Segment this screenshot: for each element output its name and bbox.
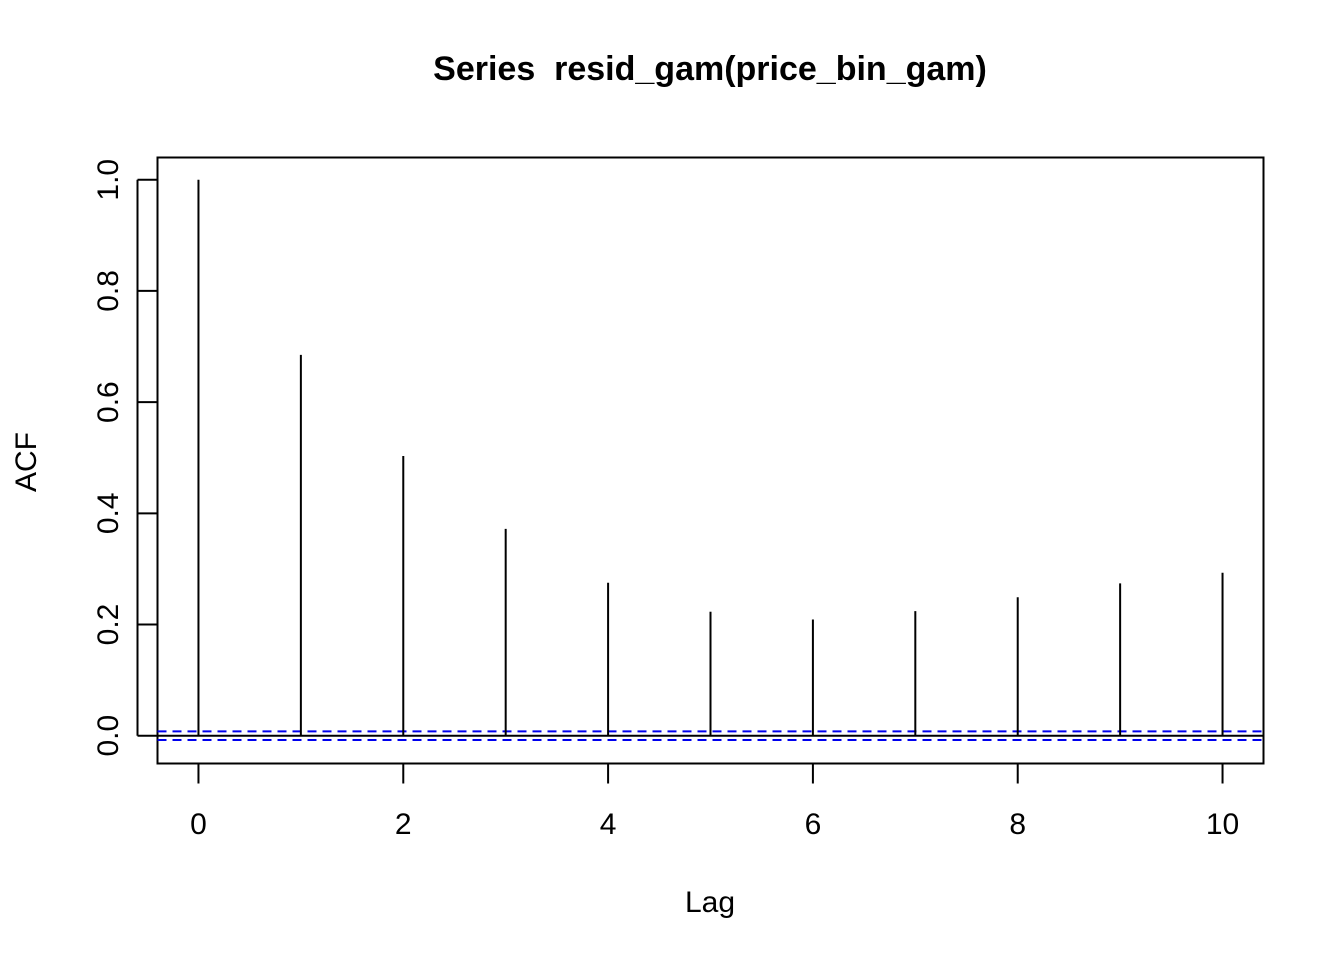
y-axis-title: ACF (10, 432, 43, 492)
x-axis-title: Lag (685, 886, 735, 919)
plot-frame (156, 156, 1265, 765)
x-tick-label: 2 (395, 808, 412, 841)
x-tick-label: 0 (190, 808, 207, 841)
y-tick-label: 0.8 (92, 270, 125, 312)
x-tick-label: 8 (1009, 808, 1026, 841)
chart-title: Series resid_gam(price_bin_gam) (433, 50, 987, 88)
x-tick-label: 10 (1206, 808, 1239, 841)
confidence-bounds (157, 730, 1264, 741)
x-axis: 0 2 4 6 8 10 (190, 763, 1239, 841)
y-tick-label: 0.2 (92, 604, 125, 646)
y-tick-label: 1.0 (92, 159, 125, 201)
acf-bars (197, 179, 1224, 736)
y-axis: 0.0 0.2 0.4 0.6 0.8 1.0 (92, 159, 158, 757)
y-tick-label: 0.6 (92, 381, 125, 423)
x-tick-label: 4 (600, 808, 617, 841)
x-tick-label: 6 (805, 808, 822, 841)
y-tick-label: 0.0 (92, 715, 125, 757)
y-tick-label: 0.4 (92, 492, 125, 534)
